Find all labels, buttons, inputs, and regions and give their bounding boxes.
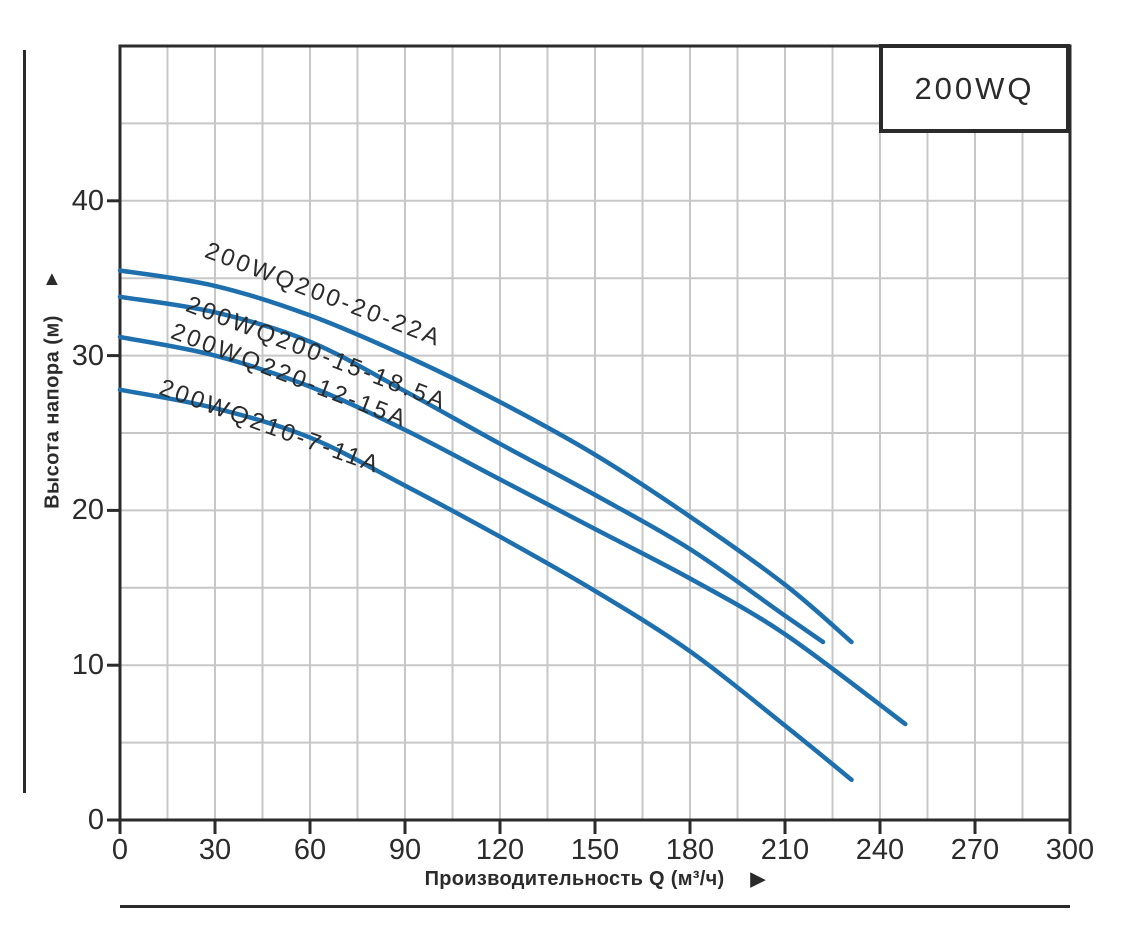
x-tick-label: 240 — [855, 834, 905, 866]
x-tick-label: 120 — [475, 834, 525, 866]
pump-curve — [117, 268, 854, 645]
y-axis-title: Высота напора (м) — [41, 315, 64, 509]
y-tick-label: 30 — [71, 339, 104, 372]
pump-curve — [117, 294, 826, 645]
x-axis-arrow-icon: ▶ — [750, 869, 766, 890]
y-tick-label: 0 — [87, 804, 104, 836]
y-tick-label: 10 — [71, 649, 104, 682]
x-tick-label: 30 — [198, 834, 232, 866]
x-tick-label: 210 — [760, 834, 810, 866]
pump-curve — [117, 387, 854, 783]
bottom-border-line — [120, 905, 1070, 908]
x-axis-title: Производительность Q (м³/ч) — [424, 868, 725, 890]
x-axis-title-row: Производительность Q (м³/ч) ▶ — [120, 868, 1070, 891]
pump-curve — [117, 334, 908, 727]
x-tick-label: 270 — [950, 834, 1000, 866]
y-tick-label: 20 — [71, 494, 104, 527]
x-tick-label: 90 — [388, 834, 422, 866]
x-tick-label: 300 — [1045, 834, 1095, 866]
x-tick-label: 0 — [111, 834, 129, 866]
y-tick-label: 40 — [71, 184, 104, 217]
x-tick-label: 150 — [570, 834, 620, 866]
series-name: 200WQ — [914, 70, 1035, 106]
y-axis-arrow-icon: ▲ — [42, 268, 62, 290]
x-tick-label: 60 — [293, 834, 327, 866]
axis-ticks — [107, 199, 1072, 834]
series-name-box: 200WQ — [879, 44, 1070, 133]
left-border-line — [23, 50, 26, 793]
pump-curves — [117, 268, 908, 783]
grid-lines — [120, 46, 1070, 820]
x-tick-label: 180 — [665, 834, 715, 866]
